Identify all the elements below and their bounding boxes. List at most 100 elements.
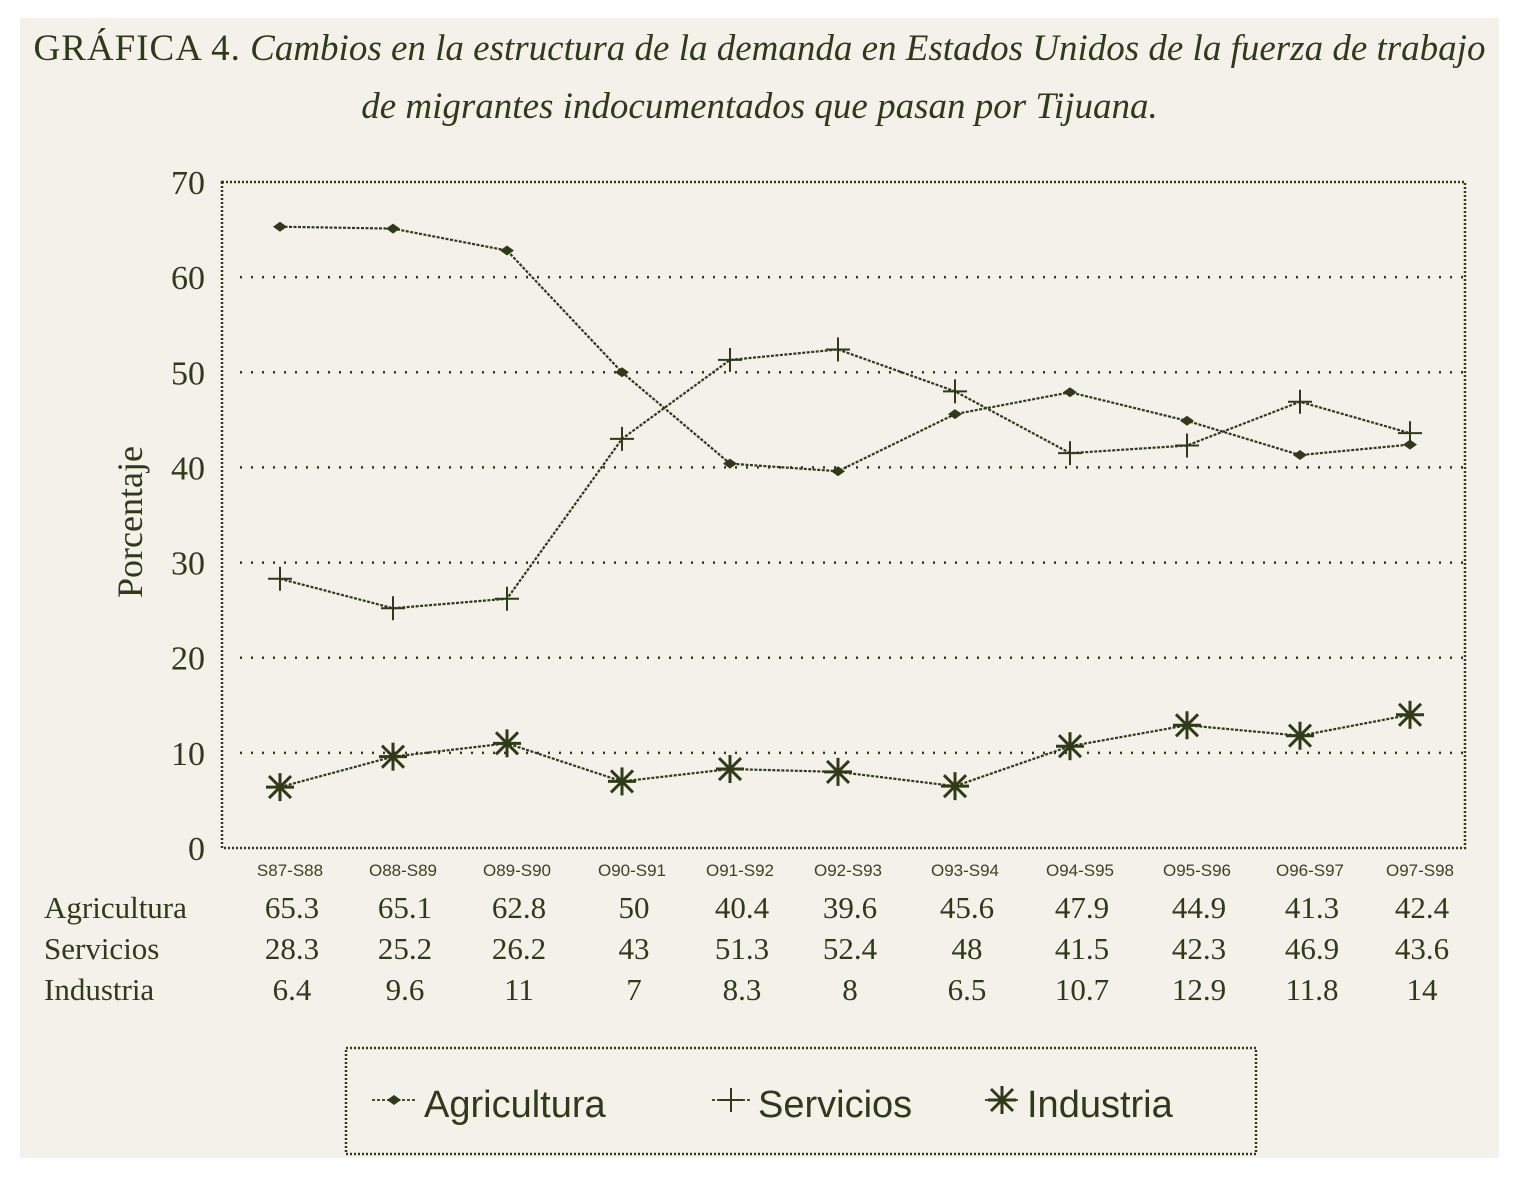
- y-tick-0: 0: [188, 831, 205, 868]
- x-tick-O91-S92: O91-S92: [706, 861, 774, 880]
- table-cell-agricultura-O95-S96: 44.9: [1172, 890, 1226, 925]
- point-industria-O89-S90: [493, 729, 521, 758]
- data-series: [266, 221, 1424, 802]
- point-industria-O90-S91: [608, 767, 636, 796]
- table-cell-agricultura-O90-S91: 50: [619, 890, 650, 925]
- y-axis-label: Porcentaje: [110, 446, 150, 598]
- point-servicios-O93-S94: [943, 379, 967, 404]
- legend-marker-agricultura: [387, 1095, 401, 1105]
- point-agricultura-O89-S90: [500, 245, 514, 256]
- point-agricultura-O96-S97: [1293, 450, 1307, 461]
- table-row-label-industria: Industria: [44, 972, 154, 1007]
- table-cell-agricultura-O96-S97: 41.3: [1285, 890, 1339, 925]
- x-tick-O89-S90: O89-S90: [483, 861, 551, 880]
- y-tick-20: 20: [171, 641, 205, 678]
- legend-item-agricultura: Agricultura: [372, 1084, 606, 1126]
- table-cell-agricultura-O93-S94: 45.6: [940, 890, 994, 925]
- legend-marker-industria: [988, 1086, 1016, 1114]
- table-cell-industria-O88-S89: 9.6: [386, 972, 425, 1007]
- y-tick-10: 10: [171, 736, 205, 773]
- y-tick-30: 30: [171, 546, 205, 583]
- point-servicios-S87-S88: [268, 566, 292, 591]
- table-row-label-servicios: Servicios: [44, 931, 159, 966]
- plot-border: [220, 180, 1467, 850]
- point-servicios-O94-S95: [1058, 441, 1082, 466]
- legend-label-agricultura: Agricultura: [424, 1084, 606, 1126]
- point-servicios-O90-S91: [610, 426, 634, 451]
- point-agricultura-O91-S92: [723, 458, 737, 469]
- x-tick-O94-S95: O94-S95: [1046, 861, 1114, 880]
- series-industria: [266, 700, 1424, 802]
- point-industria-O96-S97: [1286, 721, 1314, 750]
- table-cell-industria-O92-S93: 8: [842, 972, 858, 1007]
- title-prefix: GRÁFICA 4.: [33, 28, 241, 69]
- series-agricultura: [273, 221, 1417, 477]
- point-industria-O91-S92: [716, 755, 744, 784]
- table-cell-servicios-O90-S91: 43: [619, 931, 650, 966]
- y-tick-60: 60: [171, 260, 205, 297]
- table-cell-servicios-O91-S92: 51.3: [715, 931, 769, 966]
- table-cell-servicios-O88-S89: 25.2: [378, 931, 432, 966]
- y-axis-ticks: 0 10 20 30 40 50 60 70: [171, 165, 205, 868]
- table-cell-industria-O95-S96: 12.9: [1172, 972, 1226, 1007]
- table-cell-servicios-O94-S95: 41.5: [1055, 931, 1109, 966]
- chart-title: GRÁFICA 4. Cambios en la estructura de l…: [20, 20, 1499, 136]
- series-servicios: [268, 337, 1422, 621]
- table-row-label-agricultura: Agricultura: [44, 890, 187, 925]
- table-cell-agricultura-O92-S93: 39.6: [823, 890, 877, 925]
- point-servicios-O96-S97: [1288, 389, 1312, 414]
- x-tick-O95-S96: O95-S96: [1163, 861, 1231, 880]
- table-cell-industria-O97-S98: 14: [1407, 972, 1439, 1007]
- y-tick-70: 70: [171, 165, 205, 202]
- point-industria-O94-S95: [1056, 732, 1084, 761]
- point-agricultura-O93-S94: [948, 409, 962, 420]
- point-agricultura-O88-S89: [386, 223, 400, 234]
- table-cell-servicios-O95-S96: 42.3: [1172, 931, 1226, 966]
- point-industria-S87-S88: [266, 773, 294, 802]
- legend-label-industria: Industria: [1027, 1084, 1174, 1126]
- point-agricultura-O90-S91: [615, 367, 629, 378]
- x-tick-O92-S93: O92-S93: [814, 861, 882, 880]
- x-tick-O93-S94: O93-S94: [931, 861, 999, 880]
- x-axis-categories: S87-S88 O88-S89 O89-S90 O90-S91 O91-S92 O92-S…: [257, 861, 1454, 880]
- table-cell-industria-S87-S88: 6.4: [273, 972, 312, 1007]
- table-cell-industria-O93-S94: 6.5: [948, 972, 987, 1007]
- x-tick-O97-S98: O97-S98: [1386, 861, 1454, 880]
- chart-page: GRÁFICA 4. Cambios en la estructura de l…: [20, 18, 1499, 1158]
- point-servicios-O92-S93: [826, 337, 850, 362]
- table-cell-industria-O94-S95: 10.7: [1055, 972, 1109, 1007]
- y-tick-50: 50: [171, 355, 205, 392]
- x-tick-O96-S97: O96-S97: [1276, 861, 1344, 880]
- table-cell-industria-O89-S90: 11: [504, 972, 534, 1007]
- line-servicios: [279, 348, 1411, 610]
- title-line-2: de migrantes indocumentados que pasan po…: [361, 86, 1158, 127]
- table-cell-industria-O96-S97: 11.8: [1285, 972, 1338, 1007]
- point-agricultura-O95-S96: [1180, 415, 1194, 426]
- table-cell-servicios-O92-S93: 52.4: [823, 931, 878, 966]
- point-servicios-O89-S90: [495, 586, 519, 611]
- x-tick-O90-S91: O90-S91: [598, 861, 666, 880]
- y-tick-40: 40: [171, 450, 205, 487]
- line-industria: [279, 713, 1411, 789]
- point-industria-O97-S98: [1396, 700, 1424, 729]
- legend-item-servicios: Servicios: [712, 1084, 912, 1126]
- title-line-1: Cambios en la estructura de la demanda e…: [250, 28, 1486, 69]
- legend-marker-servicios: [719, 1088, 743, 1112]
- point-servicios-O95-S96: [1175, 433, 1199, 458]
- point-agricultura-S87-S88: [273, 221, 287, 232]
- data-table: Agricultura 65.3 65.1 62.8 50 40.4 39.6 45.6 47.…: [44, 890, 1450, 1007]
- x-tick-S87-S88: S87-S88: [257, 861, 323, 880]
- point-industria-O93-S94: [941, 772, 969, 801]
- table-cell-agricultura-S87-S88: 65.3: [265, 890, 319, 925]
- legend-label-servicios: Servicios: [758, 1084, 912, 1126]
- table-cell-servicios-O93-S94: 48: [952, 931, 983, 966]
- point-servicios-O91-S92: [718, 347, 742, 372]
- table-cell-servicios-S87-S88: 28.3: [265, 931, 319, 966]
- point-agricultura-O92-S93: [831, 466, 845, 477]
- point-industria-O88-S89: [379, 742, 407, 771]
- table-cell-servicios-O96-S97: 46.9: [1285, 931, 1339, 966]
- grid-lines: [240, 275, 1465, 755]
- table-cell-servicios-O89-S90: 26.2: [492, 931, 546, 966]
- point-industria-O92-S93: [824, 757, 852, 786]
